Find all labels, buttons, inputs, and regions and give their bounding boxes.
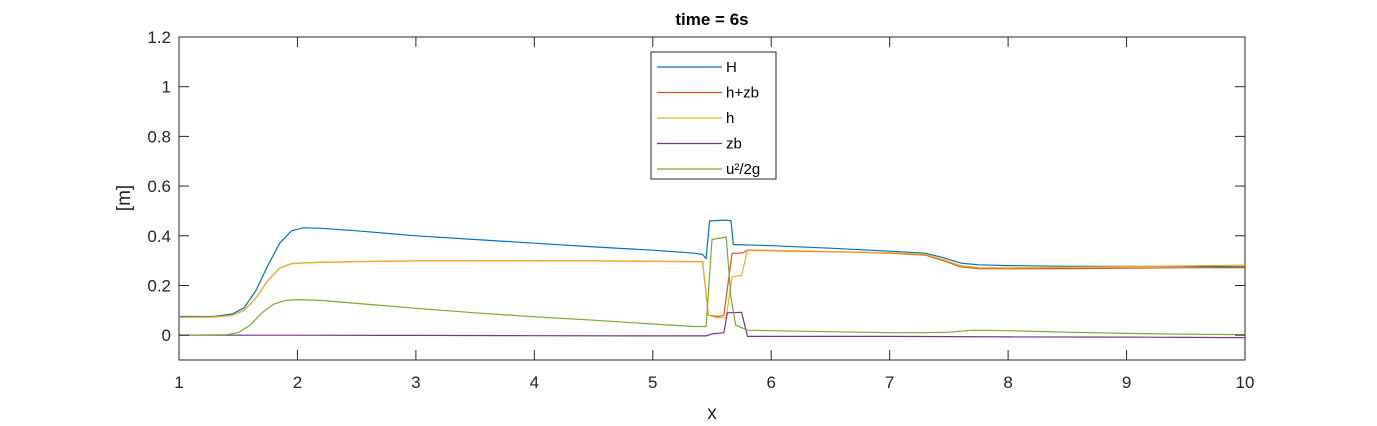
y-tick-label-0: 0 <box>162 326 171 345</box>
y-tick-label-3: 0.6 <box>147 177 171 196</box>
x-axis-label: x <box>707 403 717 424</box>
series-line-h <box>178 219 1246 318</box>
x-tick-label-3: 4 <box>530 373 539 392</box>
x-tick-label-6: 7 <box>885 373 894 392</box>
x-tick-label-0: 1 <box>174 373 183 392</box>
y-tick-label-4: 0.8 <box>147 127 171 146</box>
y-tick-label-1: 0.2 <box>147 276 171 295</box>
x-tick-label-4: 5 <box>648 373 657 392</box>
x-tick-label-8: 9 <box>1122 373 1131 392</box>
legend-label-1: h+zb <box>726 85 759 102</box>
series-line-zb <box>179 311 1246 339</box>
series-line-h <box>178 249 1246 319</box>
x-tick-label-2: 3 <box>411 373 420 392</box>
tick-layer: 1 2 3 4 5 6 7 8 9 10 0 0.2 0.4 0.6 0.8 1 1.2 <box>147 28 1254 392</box>
y-tick-label-2: 0.4 <box>147 227 171 246</box>
legend-label-4: u²/2g <box>726 161 760 178</box>
legend-label-3: zb <box>726 136 742 153</box>
x-tick-label-7: 8 <box>1003 373 1012 392</box>
series-line-u-2g <box>178 236 1246 336</box>
legend-label-0: H <box>726 59 737 76</box>
x-tick-label-9: 10 <box>1236 373 1255 392</box>
y-tick-label-6: 1.2 <box>147 28 171 47</box>
series-layer <box>178 219 1246 339</box>
x-tick-label-5: 6 <box>766 373 775 392</box>
chart-title: time = 6s <box>675 10 748 29</box>
y-tick-label-5: 1 <box>162 78 171 97</box>
y-axis-label: [m] <box>114 185 135 211</box>
legend-items: Hh+zb h zb u²/2g <box>657 59 760 178</box>
legend-label-2: h <box>726 110 734 127</box>
x-tick-label-1: 2 <box>293 373 302 392</box>
legend-box <box>650 51 777 180</box>
legend: Hh+zb h zb u²/2g <box>650 51 777 180</box>
